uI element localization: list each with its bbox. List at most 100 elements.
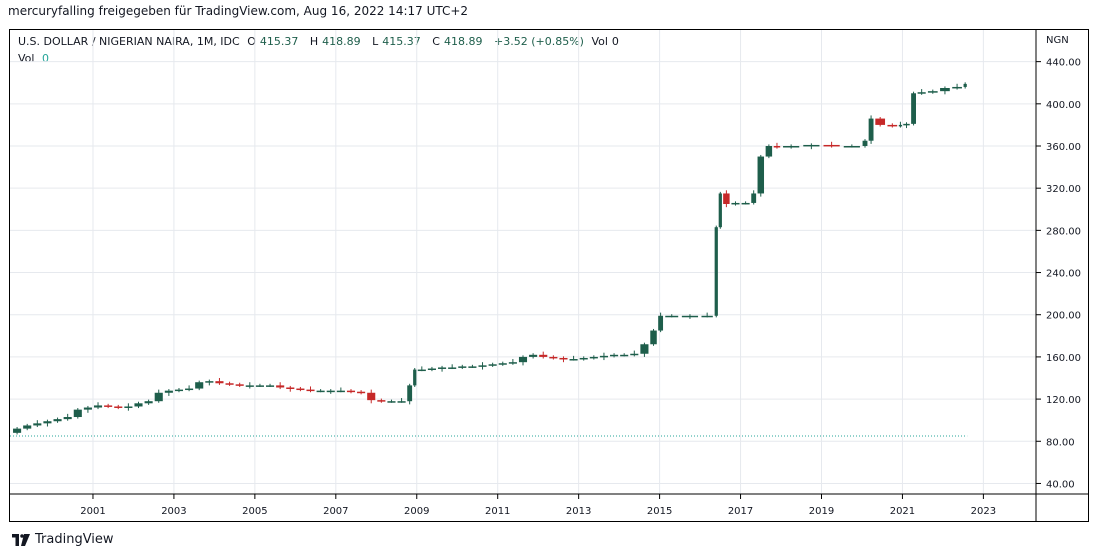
- candle-body[interactable]: [225, 383, 234, 385]
- candle-body[interactable]: [387, 401, 396, 403]
- candle-body[interactable]: [276, 385, 285, 388]
- candle-body[interactable]: [63, 417, 72, 420]
- candle-body[interactable]: [803, 144, 820, 147]
- candle-body[interactable]: [33, 423, 42, 426]
- candle-body[interactable]: [701, 315, 713, 318]
- candle-body[interactable]: [195, 382, 204, 389]
- candle-body[interactable]: [952, 86, 962, 89]
- price-chart[interactable]: 40.00 80.00 120.00 160.00 200.00 240.00 280.00…: [0, 0, 1100, 530]
- candle-body[interactable]: [529, 354, 538, 357]
- candle-body[interactable]: [316, 390, 325, 393]
- candle-body[interactable]: [215, 381, 224, 384]
- tradingview-logo[interactable]: TradingView: [12, 532, 114, 547]
- candle-body[interactable]: [843, 146, 860, 148]
- candle-body[interactable]: [757, 156, 765, 194]
- candle-body[interactable]: [589, 356, 598, 359]
- candle-body[interactable]: [927, 91, 938, 93]
- candle-body[interactable]: [377, 400, 386, 402]
- candle-body[interactable]: [13, 428, 22, 433]
- candle-body[interactable]: [731, 202, 740, 205]
- candle-body[interactable]: [741, 202, 750, 205]
- candle-body[interactable]: [83, 407, 92, 410]
- candle-body[interactable]: [862, 140, 868, 146]
- candle-body[interactable]: [336, 390, 345, 393]
- candle-body[interactable]: [255, 385, 264, 387]
- candle-body[interactable]: [610, 354, 619, 357]
- candle-body[interactable]: [498, 363, 507, 365]
- candle-body[interactable]: [714, 227, 718, 316]
- candle-body[interactable]: [559, 357, 568, 360]
- candle-body[interactable]: [357, 391, 366, 394]
- candle-body[interactable]: [630, 353, 639, 356]
- candle-body[interactable]: [650, 330, 657, 345]
- candle-body[interactable]: [296, 388, 305, 391]
- candle-body[interactable]: [783, 146, 800, 148]
- candle-body[interactable]: [407, 385, 413, 402]
- candle-body[interactable]: [413, 369, 417, 386]
- candle-body[interactable]: [773, 146, 781, 148]
- candle-body[interactable]: [265, 385, 275, 387]
- candle-body[interactable]: [346, 390, 356, 393]
- candle-body[interactable]: [569, 359, 578, 361]
- candle-body[interactable]: [478, 365, 487, 367]
- candle-body[interactable]: [205, 381, 214, 383]
- candle-body[interactable]: [93, 405, 103, 408]
- candle-body[interactable]: [539, 354, 548, 357]
- candle-body[interactable]: [518, 356, 528, 363]
- candle-body[interactable]: [488, 364, 497, 366]
- candle-body[interactable]: [73, 409, 82, 418]
- candle-body[interactable]: [823, 144, 840, 147]
- candle-body[interactable]: [104, 405, 113, 407]
- candle-body[interactable]: [917, 92, 926, 94]
- candle-body[interactable]: [640, 344, 649, 354]
- candle-body[interactable]: [43, 421, 52, 424]
- candle-body[interactable]: [718, 193, 722, 228]
- candle-body[interactable]: [134, 403, 143, 407]
- candle-body[interactable]: [245, 385, 254, 387]
- candle-body[interactable]: [508, 362, 517, 364]
- candle-body[interactable]: [326, 390, 335, 393]
- candle-body[interactable]: [765, 146, 773, 157]
- candle-body[interactable]: [53, 419, 62, 422]
- candle-body[interactable]: [23, 425, 32, 429]
- candle-body[interactable]: [940, 88, 950, 92]
- candle-body[interactable]: [185, 388, 194, 391]
- candle-body[interactable]: [306, 389, 315, 392]
- candle-body[interactable]: [665, 315, 679, 318]
- candle-body[interactable]: [887, 124, 898, 127]
- candle-body[interactable]: [397, 401, 406, 403]
- candle-body[interactable]: [868, 118, 874, 141]
- candle-body[interactable]: [681, 315, 699, 318]
- candle-body[interactable]: [898, 124, 903, 127]
- candle-body[interactable]: [164, 390, 173, 393]
- candle-body[interactable]: [154, 392, 163, 402]
- candle-body[interactable]: [144, 401, 153, 404]
- candle-body[interactable]: [367, 392, 376, 401]
- candle-body[interactable]: [599, 355, 608, 358]
- candle-body[interactable]: [427, 368, 436, 371]
- candle-body[interactable]: [448, 367, 457, 369]
- candle-body[interactable]: [549, 356, 558, 359]
- candle-body[interactable]: [124, 406, 133, 408]
- candle-body[interactable]: [620, 354, 629, 357]
- candle-body[interactable]: [903, 123, 910, 126]
- symbol-name[interactable]: U.S. DOLLAR / NIGERIAN NAIRA, 1M, IDC: [18, 35, 240, 48]
- candle-body[interactable]: [579, 357, 588, 360]
- candle-body[interactable]: [286, 387, 295, 389]
- candle-body[interactable]: [417, 369, 426, 372]
- candle-body[interactable]: [174, 389, 184, 392]
- candle-body[interactable]: [658, 315, 664, 331]
- candle-body[interactable]: [114, 406, 123, 408]
- candle-body[interactable]: [438, 367, 447, 369]
- candle-body[interactable]: [723, 193, 730, 204]
- candle-body[interactable]: [963, 83, 967, 87]
- candle-body[interactable]: [468, 366, 477, 368]
- candle-body[interactable]: [458, 366, 467, 368]
- candle-body[interactable]: [751, 193, 757, 203]
- x-tick-label: 2017: [728, 506, 753, 517]
- candle-body[interactable]: [235, 384, 244, 386]
- y-tick-label: 40.00: [1046, 479, 1075, 490]
- candle-body[interactable]: [911, 93, 916, 124]
- candle-body[interactable]: [875, 118, 886, 125]
- high-value: 418.89: [322, 35, 361, 48]
